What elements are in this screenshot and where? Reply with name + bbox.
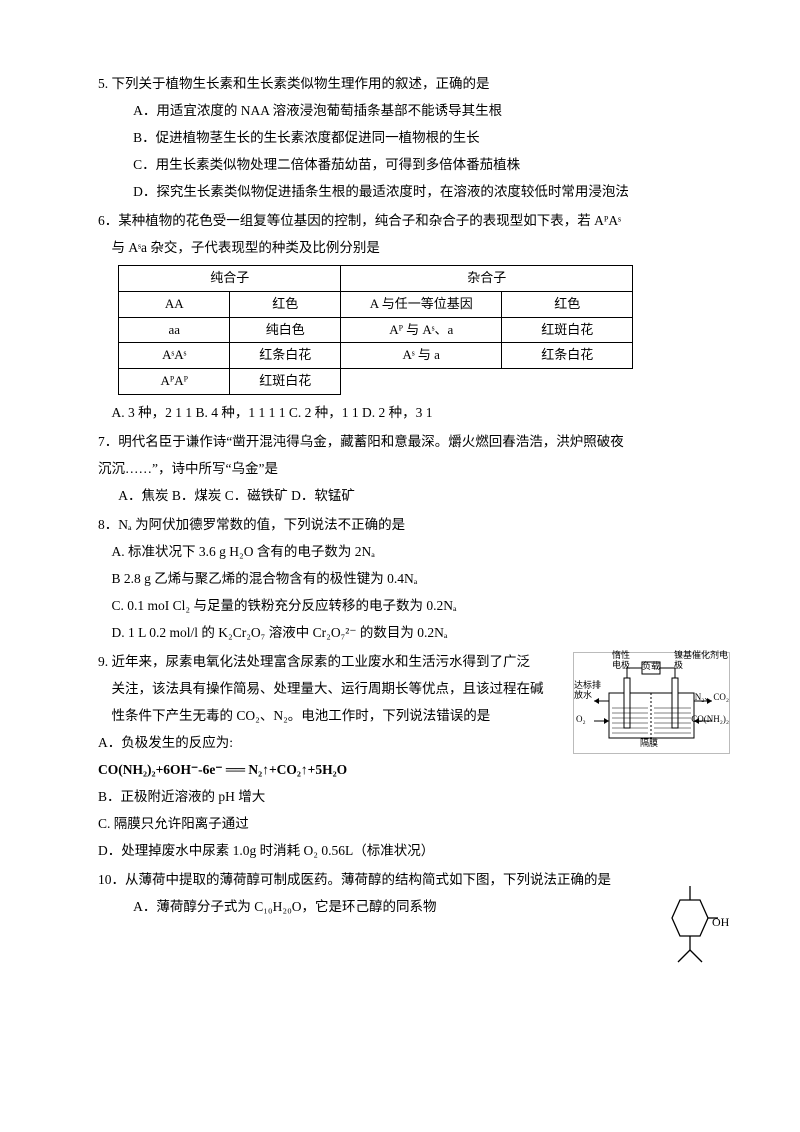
q8-stem: 8．Nₐ 为阿伏加德罗常数的值，下列说法不正确的是: [98, 511, 730, 538]
q8-option-c: C. 0.1 moI Cl₂ 与足量的铁粉充分反应转移的电子数为 0.2Nₐ: [98, 592, 730, 619]
q7-options: A．焦炭 B．煤炭 C．磁铁矿 D．软锰矿: [98, 482, 730, 509]
q9-option-c: C. 隔膜只允许阳离子通过: [98, 810, 730, 837]
q10-option-a: A．薄荷醇分子式为 C₁₀H₂₀O，它是环己醇的同系物: [98, 893, 730, 920]
q7-stem-line1: 7．明代名臣于谦作诗“凿开混沌得乌金，藏蓄阳和意最深。爝火燃回春浩浩，洪炉照破夜: [98, 428, 730, 455]
q5-option-d: D．探究生长素类似物促进插条生根的最适浓度时，在溶液的浓度较低时常用浸泡法: [98, 178, 730, 205]
q7-stem-line2: 沉沉……”，诗中所写“乌金”是: [98, 455, 730, 482]
menthol-structure: OH: [650, 870, 730, 980]
label-outlet: 达标排放水: [574, 681, 604, 701]
th-pure: 纯合子: [119, 266, 341, 292]
q6-table: 纯合子 杂合子 AA 红色 A 与任一等位基因 红色 aa 纯白色 Aᴾ 与 A…: [118, 265, 633, 395]
question-9: 达标排放水 O₂ 惰性电极 负载 镍基催化剂电极 N₂、CO₂ CO(NH₂)₂…: [98, 648, 730, 864]
q5-stem: 5. 下列关于植物生长素和生长素类似物生理作用的叙述，正确的是: [98, 70, 730, 97]
question-10: OH 10．从薄荷中提取的薄荷醇可制成医药。薄荷醇的结构简式如下图，下列说法正确…: [98, 866, 730, 920]
table-row: AA 红色 A 与任一等位基因 红色: [119, 291, 633, 317]
q8-option-a: A. 标准状况下 3.6 g H₂O 含有的电子数为 2Nₐ: [98, 538, 730, 565]
question-6: 6．某种植物的花色受一组复等位基因的控制，纯合子和杂合子的表现型如下表，若 Aᴾ…: [98, 207, 730, 426]
question-7: 7．明代名臣于谦作诗“凿开混沌得乌金，藏蓄阳和意最深。爝火燃回春浩浩，洪炉照破夜…: [98, 428, 730, 509]
label-ni: 镍基催化剂电极: [674, 651, 729, 671]
electrolysis-diagram: 达标排放水 O₂ 惰性电极 负载 镍基催化剂电极 N₂、CO₂ CO(NH₂)₂…: [573, 652, 730, 754]
table-row: aa 纯白色 Aᴾ 与 Aˢ、a 红斑白花: [119, 317, 633, 343]
q10-stem: 10．从薄荷中提取的薄荷醇可制成医药。薄荷醇的结构简式如下图，下列说法正确的是: [98, 866, 730, 893]
q8-option-d: D. 1 L 0.2 mol/l 的 K₂Cr₂O₇ 溶液中 Cr₂O₇²⁻ 的…: [98, 619, 730, 646]
table-row: AˢAˢ 红条白花 Aˢ 与 a 红条白花: [119, 343, 633, 369]
oh-label: OH: [712, 910, 729, 934]
table-row: AᴾAᴾ 红斑白花: [119, 369, 633, 395]
label-o2: O₂: [576, 715, 586, 725]
q8-option-b: B 2.8 g 乙烯与聚乙烯的混合物含有的极性键为 0.4Nₐ: [98, 565, 730, 592]
table-header-row: 纯合子 杂合子: [119, 266, 633, 292]
q5-option-a: A．用适宜浓度的 NAA 溶液浸泡葡萄插条基部不能诱导其生根: [98, 97, 730, 124]
q9-option-d: D．处理掉废水中尿素 1.0g 时消耗 O₂ 0.56L（标准状况）: [98, 837, 730, 864]
label-load: 负载: [642, 662, 660, 672]
label-n2co2: N₂、CO₂: [695, 693, 729, 703]
q5-option-b: B．促进植物茎生长的生长素浓度都促进同一植物根的生长: [98, 124, 730, 151]
q6-stem-line2: 与 Aˢa 杂交，子代表现型的种类及比例分别是: [98, 234, 730, 261]
question-8: 8．Nₐ 为阿伏加德罗常数的值，下列说法不正确的是 A. 标准状况下 3.6 g…: [98, 511, 730, 646]
question-5: 5. 下列关于植物生长素和生长素类似物生理作用的叙述，正确的是 A．用适宜浓度的…: [98, 70, 730, 205]
q9-option-b: B．正极附近溶液的 pH 增大: [98, 783, 730, 810]
label-membrane: 隔膜: [640, 739, 658, 749]
q6-options: A. 3 种，2 1 1 B. 4 种，1 1 1 1 C. 2 种，1 1 D…: [98, 399, 730, 426]
q6-stem-line1: 6．某种植物的花色受一组复等位基因的控制，纯合子和杂合子的表现型如下表，若 Aᴾ…: [98, 207, 730, 234]
q5-option-c: C．用生长素类似物处理二倍体番茄幼苗，可得到多倍体番茄植株: [98, 151, 730, 178]
label-urea: CO(NH₂)₂: [691, 715, 729, 725]
th-het: 杂合子: [341, 266, 633, 292]
label-inert: 惰性电极: [612, 651, 636, 671]
q9-equation: CO(NH₂)₂+6OH⁻-6e⁻ ══ N₂↑+CO₂↑+5H₂O: [98, 756, 730, 783]
